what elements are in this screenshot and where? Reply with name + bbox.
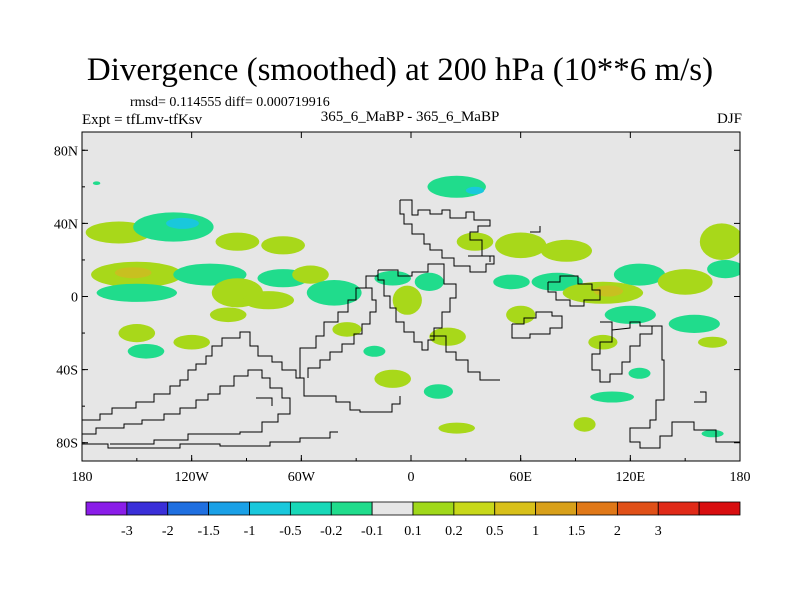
colorbar-label: -0.1 bbox=[361, 524, 383, 539]
field-blob bbox=[173, 334, 210, 350]
colorbar-swatch bbox=[289, 501, 332, 516]
colorbar-swatch bbox=[330, 501, 373, 516]
field-blob bbox=[701, 429, 724, 438]
field-blob bbox=[668, 314, 720, 333]
field-blob bbox=[242, 291, 294, 310]
field-blob bbox=[573, 417, 596, 432]
field-blob bbox=[699, 223, 740, 260]
field-blob bbox=[166, 217, 199, 229]
field-blob bbox=[215, 232, 260, 251]
field-blob bbox=[707, 260, 740, 279]
colorbar-label: -3 bbox=[121, 524, 133, 539]
field-blob bbox=[292, 265, 329, 284]
stats-label: rmsd= 0.114555 diff= 0.000719916 bbox=[130, 95, 330, 110]
field-blob bbox=[363, 345, 386, 357]
field-blob bbox=[374, 369, 412, 388]
field-blob bbox=[429, 327, 466, 346]
season-label: DJF bbox=[716, 111, 742, 127]
field-blob bbox=[374, 270, 412, 286]
colorbar-swatch bbox=[453, 501, 496, 516]
colorbar-swatch bbox=[616, 501, 659, 516]
colorbar-swatch bbox=[126, 501, 169, 516]
field-blob bbox=[540, 239, 593, 262]
colorbar-label: -0.5 bbox=[279, 524, 301, 539]
field-blob bbox=[261, 236, 305, 255]
colorbar-swatch bbox=[371, 501, 414, 516]
colorbar-swatch bbox=[698, 501, 741, 516]
colorbar-swatch bbox=[412, 501, 455, 516]
experiment-label: Expt = tfLmv-tfKsv bbox=[82, 112, 203, 128]
y-tick-label: 40N bbox=[54, 217, 78, 232]
y-tick-label: 40S bbox=[56, 364, 78, 379]
colorbar-label: -0.2 bbox=[320, 524, 342, 539]
colorbar-swatch bbox=[494, 501, 537, 516]
colorbar-label: -1.5 bbox=[198, 524, 220, 539]
land-outline bbox=[82, 199, 740, 449]
field-blob bbox=[465, 186, 485, 195]
colorbar-swatch bbox=[85, 501, 128, 516]
colorbar-label: 0.5 bbox=[486, 524, 504, 539]
x-tick-label: 120E bbox=[616, 470, 646, 485]
field-blob bbox=[657, 269, 713, 295]
colorbar-label: 3 bbox=[655, 524, 662, 539]
case-label: 365_6_MaBP - 365_6_MaBP bbox=[320, 109, 500, 125]
field-blob bbox=[593, 285, 624, 297]
field-blob bbox=[423, 384, 453, 399]
field-blob bbox=[604, 305, 656, 324]
field-blob bbox=[493, 274, 530, 290]
field-blob bbox=[590, 391, 634, 403]
y-tick-label: 80S bbox=[56, 437, 78, 452]
colorbar-swatch bbox=[535, 501, 577, 516]
chart-title: Divergence (smoothed) at 200 hPa (10**6 … bbox=[86, 52, 714, 88]
colorbar-swatch bbox=[576, 501, 618, 516]
field-blob bbox=[628, 367, 651, 379]
axes: 180 120W 60W 0 60E 120E 180 80N 40N 0 40S 80S bbox=[54, 132, 751, 485]
colorbar-label: 1.5 bbox=[568, 524, 586, 539]
field-blob bbox=[118, 324, 156, 343]
colorbar-swatch bbox=[657, 501, 700, 516]
x-tick-label: 60E bbox=[509, 470, 532, 485]
x-tick-label: 120W bbox=[175, 470, 210, 485]
field-blob bbox=[427, 175, 486, 198]
field-blob bbox=[506, 305, 536, 324]
colorbar-label: -2 bbox=[162, 524, 174, 539]
colorbar-label: 2 bbox=[614, 524, 621, 539]
field-blob bbox=[392, 285, 422, 315]
field-blob bbox=[613, 263, 666, 286]
colorbar-label: -1 bbox=[244, 524, 256, 539]
x-tick-label: 180 bbox=[730, 470, 751, 485]
x-tick-label: 0 bbox=[408, 470, 415, 485]
colorbar-swatch bbox=[208, 501, 250, 516]
field-blob bbox=[127, 344, 165, 359]
field-blob bbox=[414, 272, 444, 291]
colorbar-label: 0.1 bbox=[404, 524, 422, 539]
x-tick-label: 180 bbox=[72, 470, 93, 485]
field-blob bbox=[456, 232, 494, 251]
x-tick-label: 60W bbox=[288, 470, 316, 485]
colorbar-label: 1 bbox=[532, 524, 539, 539]
field-blob bbox=[114, 267, 152, 279]
field-blob bbox=[96, 283, 177, 302]
y-tick-label: 80N bbox=[54, 144, 78, 159]
field-blob bbox=[92, 181, 101, 185]
field-blob bbox=[438, 422, 476, 434]
field-blob bbox=[306, 280, 362, 306]
divergence-field bbox=[85, 175, 740, 438]
field-blob bbox=[209, 307, 247, 323]
field-blob bbox=[495, 232, 547, 259]
colorbar-label: 0.2 bbox=[445, 524, 463, 539]
colorbar-swatch bbox=[167, 501, 210, 516]
colorbar: -3 -2 -1.5 -1 -0.5 -0.2 -0.1 0.1 0.2 0.5 1 1.5 2 3 bbox=[85, 501, 741, 539]
field-blob bbox=[698, 336, 728, 348]
field-blob bbox=[332, 322, 362, 337]
y-tick-label: 0 bbox=[71, 291, 78, 306]
colorbar-swatch bbox=[249, 501, 291, 516]
